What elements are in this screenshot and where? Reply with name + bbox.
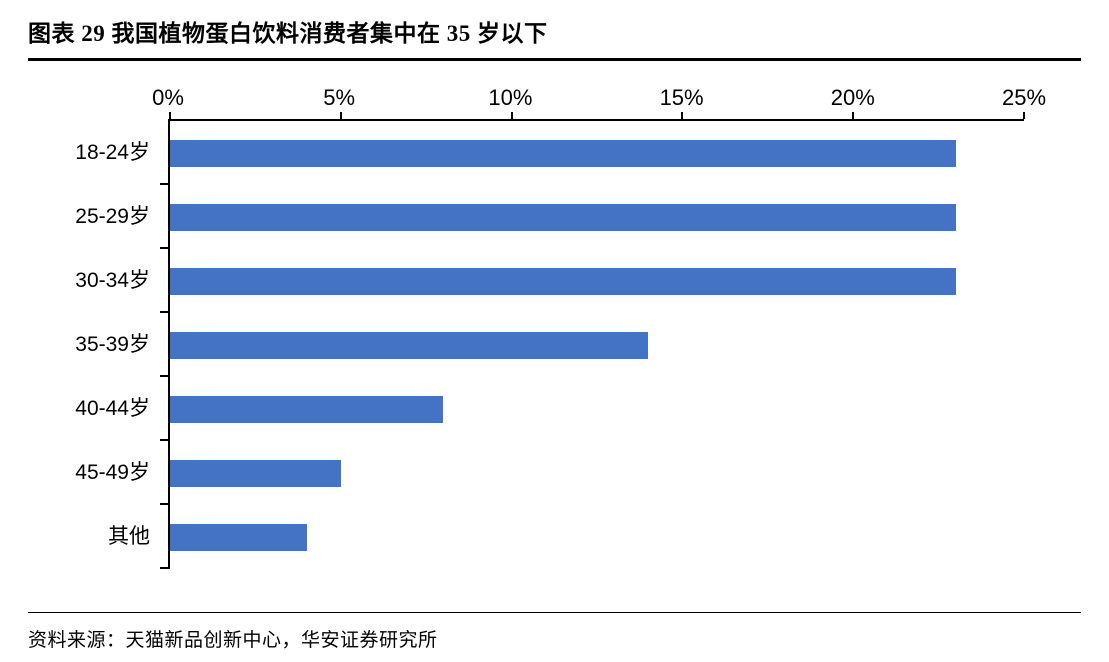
y-tick-mark xyxy=(160,183,168,185)
y-tick-mark xyxy=(160,503,168,505)
chart-row xyxy=(170,313,1024,377)
y-tick-mark xyxy=(160,439,168,441)
source-note: 资料来源：天猫新品创新中心，华安证券研究所 xyxy=(28,630,438,651)
category-labels: 18-24岁 25-29岁 30-34岁 35-39岁 40-44岁 45-49岁其他 xyxy=(30,119,168,569)
x-tick-mark xyxy=(339,112,342,119)
chart-row xyxy=(170,121,1024,185)
bar xyxy=(170,203,956,231)
chart-row xyxy=(170,249,1024,313)
category-label: 35-39岁 xyxy=(75,333,150,356)
x-tick-label: 0% xyxy=(152,85,184,110)
bar xyxy=(170,139,956,167)
category-label: 45-49岁 xyxy=(75,461,150,484)
x-tick-mark xyxy=(1023,112,1025,119)
chart-row xyxy=(170,185,1024,249)
y-tick-mark xyxy=(160,247,168,249)
chart-body: 18-24岁 25-29岁 30-34岁 35-39岁 40-44岁 45-49岁其他 xyxy=(30,112,1025,569)
category-label: 18-24岁 xyxy=(75,141,150,164)
x-tick-mark xyxy=(510,112,513,119)
category-label: 40-44岁 xyxy=(75,397,150,420)
y-tick-mark xyxy=(160,311,168,313)
x-tick-mark xyxy=(681,112,684,119)
x-tick-label: 20% xyxy=(830,85,875,110)
chart-row xyxy=(170,377,1024,441)
x-tick-mark xyxy=(169,112,171,119)
plot-area xyxy=(160,112,1025,569)
x-tick-label: 5% xyxy=(323,85,356,110)
bar-chart: 0% 5% 10% 15% 20% 25% 18-24岁 25-29岁 30-34岁 35-39… xyxy=(30,83,1046,569)
bar xyxy=(170,459,341,487)
figure-header: 图表 29 我国植物蛋白饮料消费者集中在 35 岁以下 xyxy=(28,14,1081,61)
x-tick-label: 10% xyxy=(488,85,533,110)
chart-row xyxy=(170,441,1024,505)
x-tick-mark xyxy=(852,112,855,119)
chart-row xyxy=(170,505,1024,569)
category-label: 25-29岁 xyxy=(75,205,150,228)
bar xyxy=(170,267,956,295)
category-label: 30-34岁 xyxy=(75,269,150,292)
bar xyxy=(170,331,649,359)
y-tick-mark xyxy=(160,375,168,377)
category-label: 其他 xyxy=(108,525,150,548)
y-tick-mark xyxy=(160,567,168,569)
x-tick-label: 15% xyxy=(659,85,704,110)
bar xyxy=(170,395,444,423)
x-axis-labels: 0% 5% 10% 15% 20% 25% xyxy=(152,83,1046,119)
figure-title: 图表 29 我国植物蛋白饮料消费者集中在 35 岁以下 xyxy=(28,21,548,46)
x-tick-label: 25% xyxy=(1001,85,1047,110)
figure-footer: 资料来源：天猫新品创新中心，华安证券研究所 xyxy=(28,612,1081,652)
bar xyxy=(170,523,307,551)
